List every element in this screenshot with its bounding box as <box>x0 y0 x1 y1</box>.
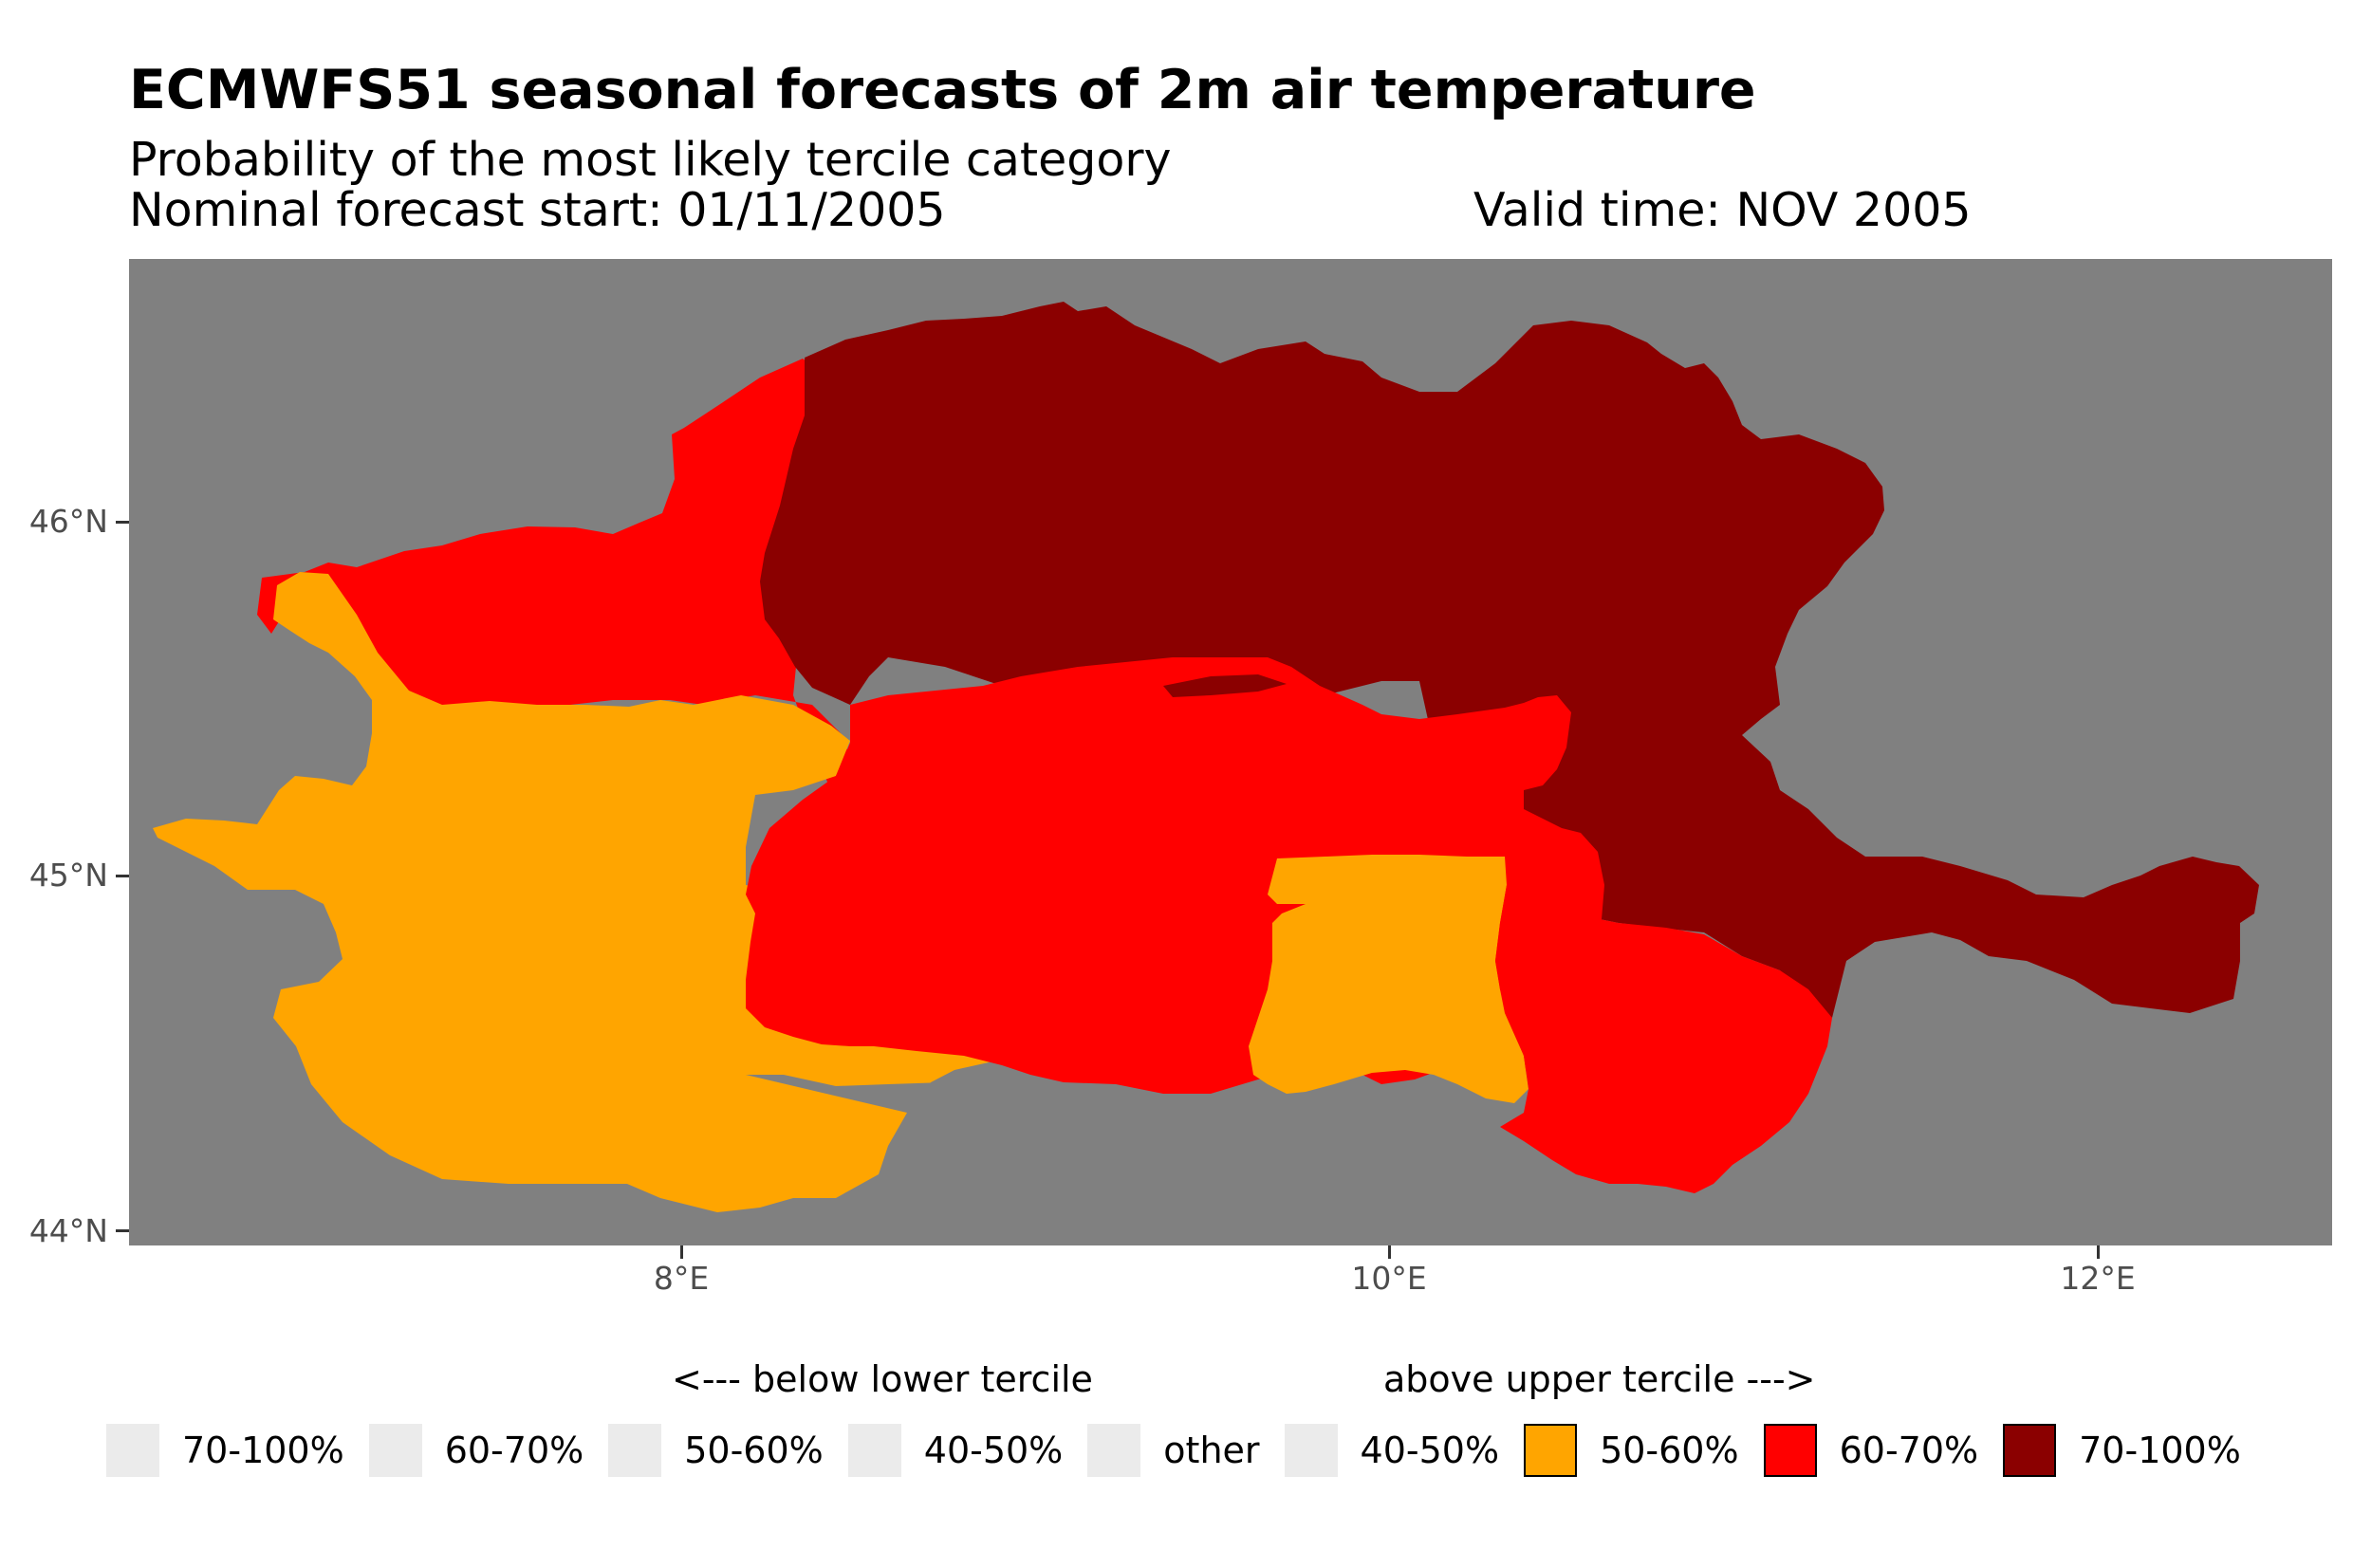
x-tick-mark <box>680 1245 683 1259</box>
legend-label: 60-70% <box>444 1430 584 1471</box>
legend-item-below-60-70: 60-70% <box>368 1424 584 1477</box>
legend-swatch <box>2003 1424 2057 1477</box>
legend-label: 60-70% <box>1839 1430 1979 1471</box>
legend-item-other: other <box>1087 1424 1260 1477</box>
legend-item-above-40-50: 40-50% <box>1284 1424 1500 1477</box>
west-orange-region <box>153 572 1068 1212</box>
legend-swatch <box>106 1424 159 1477</box>
legend-swatch <box>1284 1424 1338 1477</box>
southern-coast-edge <box>746 1075 1021 1136</box>
y-tick-44n: 44°N <box>28 1212 108 1249</box>
y-tick-46n: 46°N <box>28 503 108 540</box>
legend-item-below-40-50: 40-50% <box>847 1424 1064 1477</box>
legend-label: 50-60% <box>1600 1430 1739 1471</box>
legend-swatch <box>368 1424 422 1477</box>
x-tick-mark <box>1388 1245 1391 1259</box>
legend-item-below-50-60: 50-60% <box>608 1424 824 1477</box>
legend-item-above-50-60: 50-60% <box>1524 1424 1739 1477</box>
y-tick-mark <box>116 1229 129 1232</box>
legend-label: other <box>1163 1430 1260 1471</box>
east-darkred-region <box>1163 674 1287 697</box>
x-tick-8e: 8°E <box>653 1260 710 1297</box>
legend-swatch <box>1524 1424 1578 1477</box>
forecast-start-label: Nominal forecast start: 01/11/2005 <box>129 183 946 237</box>
legend: 70-100% 60-70% 50-60% 40-50% other 40-50… <box>106 1423 2241 1478</box>
legend-item-above-70-100: 70-100% <box>2003 1424 2241 1477</box>
map-panel <box>129 259 2332 1245</box>
legend-label: 70-100% <box>2079 1430 2241 1471</box>
y-tick-45n: 45°N <box>28 857 108 894</box>
x-tick-mark <box>2097 1245 2100 1259</box>
legend-label: 40-50% <box>923 1430 1064 1471</box>
center-orange-region <box>1249 855 1529 1103</box>
legend-label: 50-60% <box>684 1430 824 1471</box>
legend-below-heading: <--- below lower tercile <box>672 1358 1093 1400</box>
legend-item-above-60-70: 60-70% <box>1763 1424 1979 1477</box>
valid-time-label: Valid time: NOV 2005 <box>1473 183 1972 237</box>
chart-title: ECMWFS51 seasonal forecasts of 2m air te… <box>129 59 1756 121</box>
legend-above-heading: above upper tercile ---> <box>1383 1358 1816 1400</box>
chart-subtitle: Probability of the most likely tercile c… <box>129 133 1172 187</box>
y-tick-mark <box>116 875 129 877</box>
x-tick-10e: 10°E <box>1351 1260 1427 1297</box>
legend-item-below-70-100: 70-100% <box>106 1424 344 1477</box>
north-darkred-region <box>760 302 2259 1018</box>
southeast-red-region <box>1495 857 1832 1193</box>
legend-swatch <box>847 1424 901 1477</box>
legend-swatch <box>608 1424 662 1477</box>
northwest-red-region <box>257 359 852 790</box>
legend-swatch <box>1087 1424 1141 1477</box>
x-tick-12e: 12°E <box>2060 1260 2136 1297</box>
legend-label: 40-50% <box>1360 1430 1500 1471</box>
y-tick-mark <box>116 521 129 524</box>
legend-swatch <box>1763 1424 1817 1477</box>
legend-label: 70-100% <box>182 1430 344 1471</box>
